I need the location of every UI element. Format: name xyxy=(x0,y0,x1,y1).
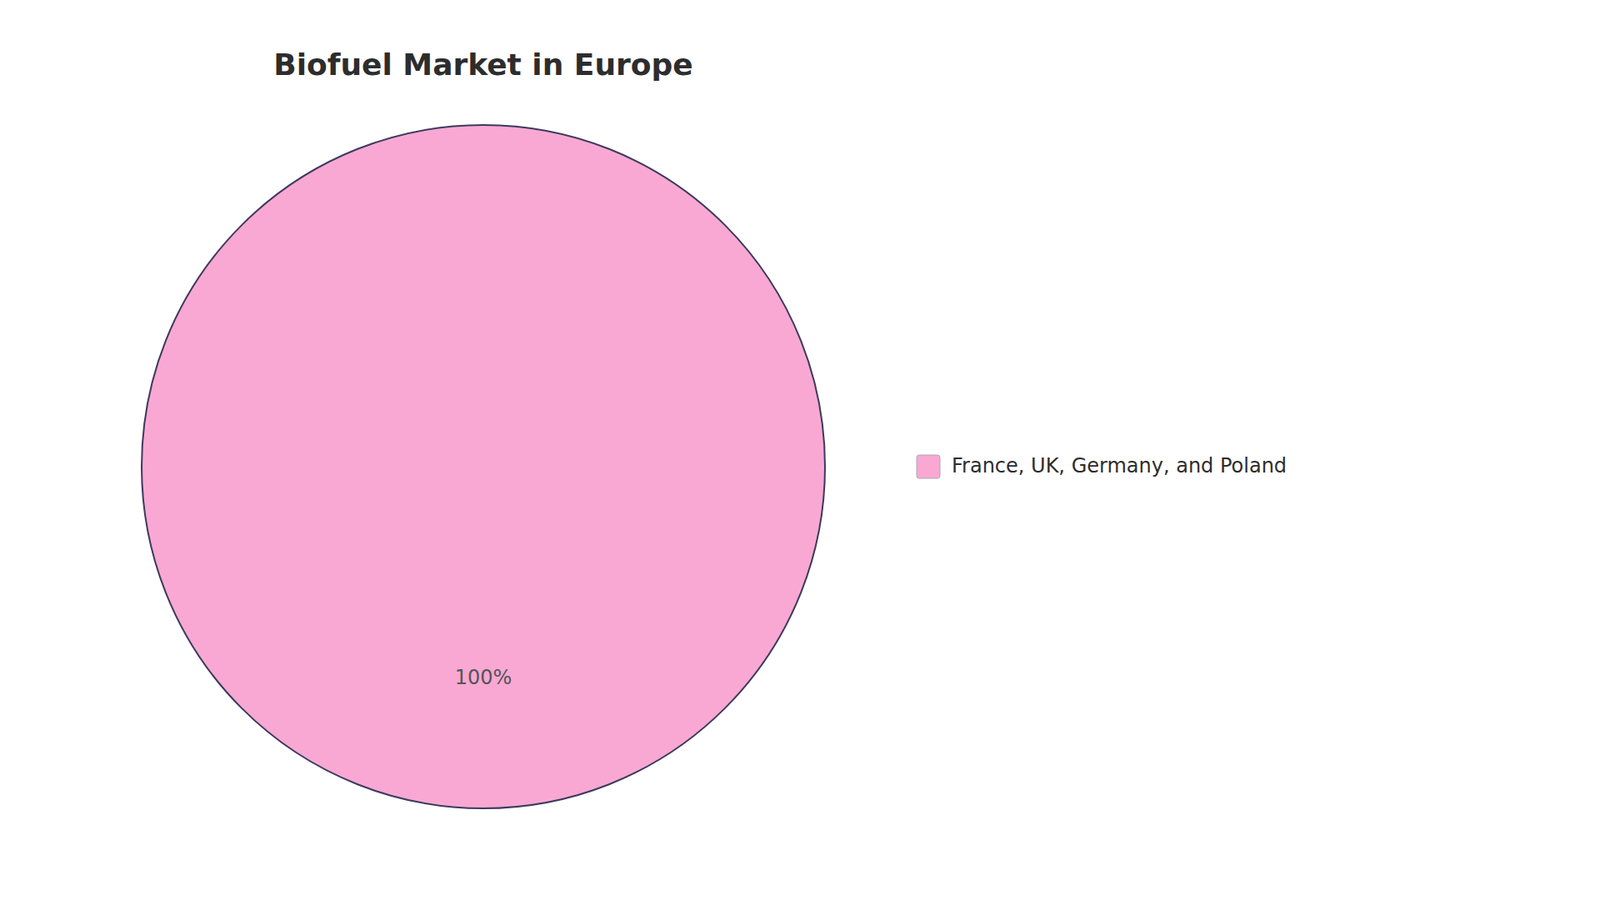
legend-label: France, UK, Germany, and Poland xyxy=(951,454,1287,478)
pie-slice xyxy=(141,125,825,809)
data-label: 100% xyxy=(455,665,513,690)
slices xyxy=(141,125,825,809)
background xyxy=(0,0,1600,900)
data-labels: 100% xyxy=(455,665,513,690)
legend: France, UK, Germany, and Poland xyxy=(916,454,1287,479)
chart-container: Biofuel Market in Europe 100% France, UK, … xyxy=(0,0,1600,900)
legend-swatch xyxy=(916,455,940,479)
chart-svg: Biofuel Market in Europe 100% France, UK, … xyxy=(0,0,1600,900)
title: Biofuel Market in Europe xyxy=(273,47,694,82)
